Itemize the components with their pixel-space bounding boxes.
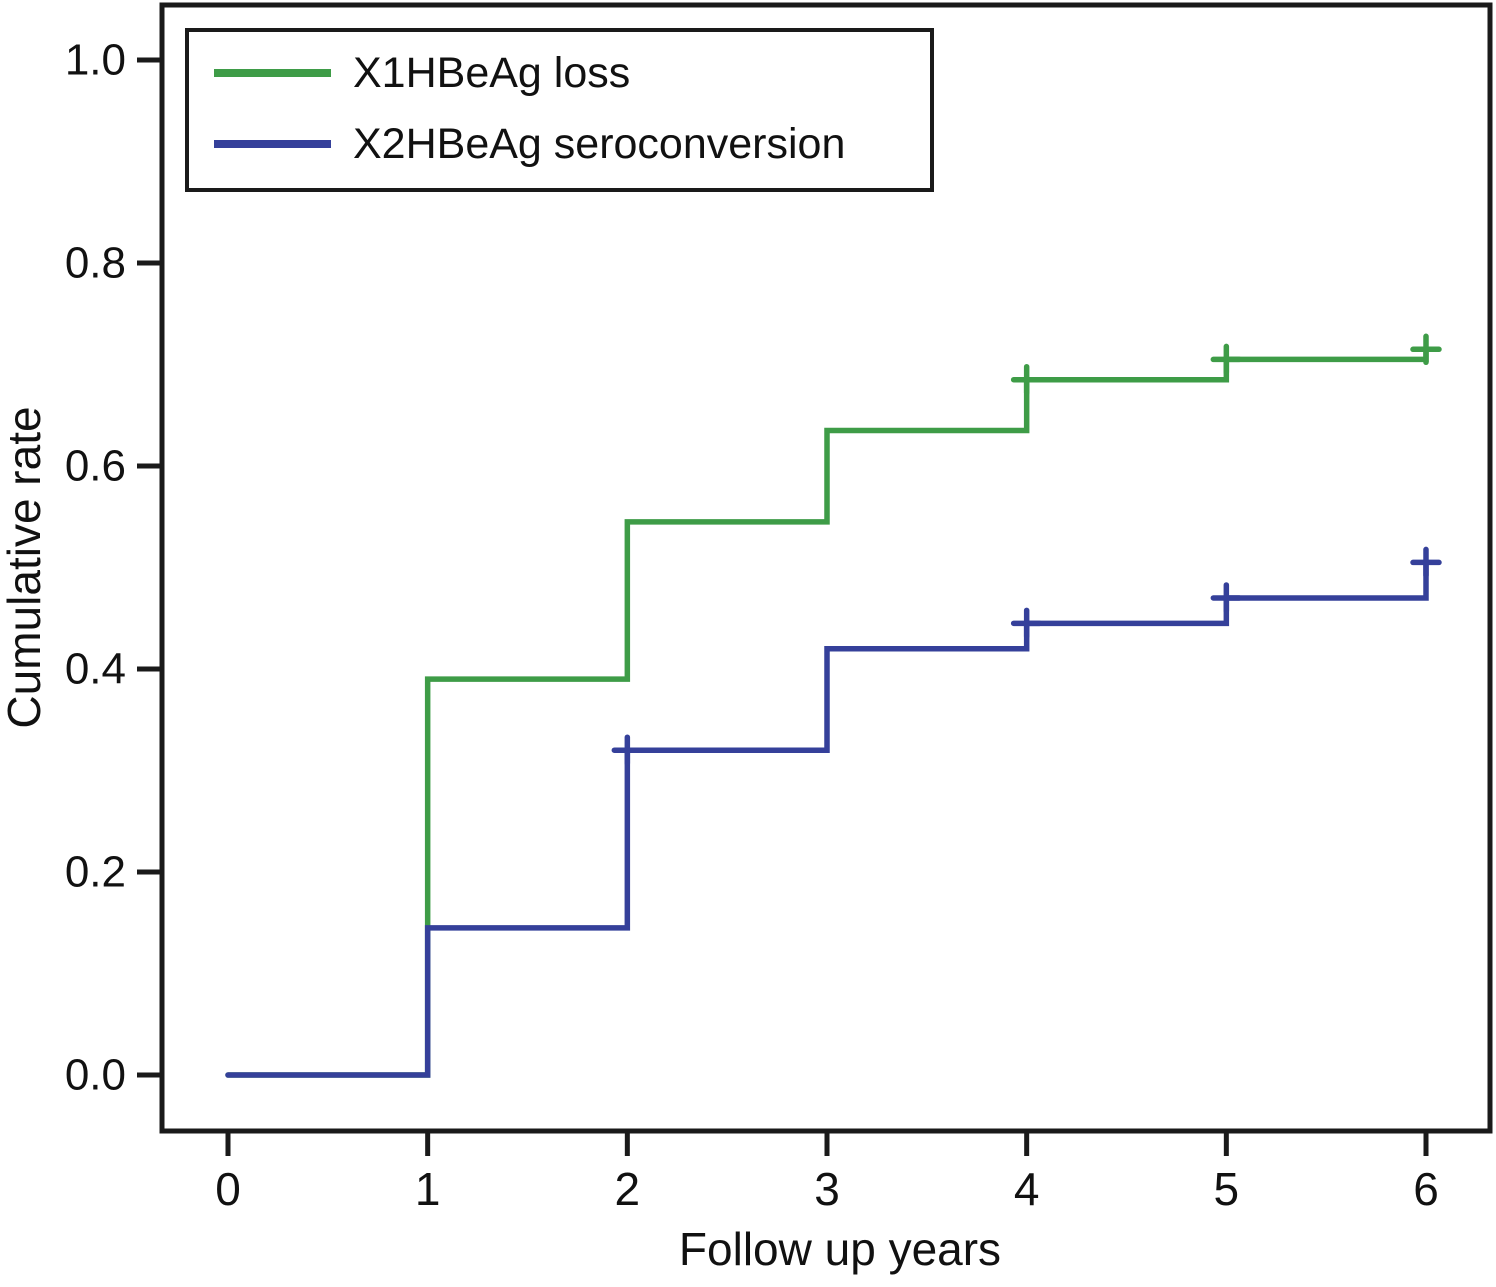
y-tick-label-0.8: 0.8	[65, 239, 126, 288]
x-tick-label-5: 5	[1214, 1163, 1240, 1215]
y-tick-label-0.4: 0.4	[65, 645, 126, 694]
y-tick-label-1.0: 1.0	[65, 36, 126, 85]
x-axis-title: Follow up years	[679, 1223, 1001, 1275]
legend-box	[185, 28, 934, 192]
x-tick-label-4: 4	[1014, 1163, 1040, 1215]
x-tick-label-0: 0	[215, 1163, 241, 1215]
legend-label-1: X2HBeAg seroconversion	[353, 120, 845, 168]
y-axis-title: Cumulative rate	[0, 406, 50, 728]
x-tick-label-2: 2	[615, 1163, 641, 1215]
x-tick-label-1: 1	[415, 1163, 441, 1215]
y-tick-label-0.0: 0.0	[65, 1051, 126, 1100]
y-tick-label-0.6: 0.6	[65, 442, 126, 491]
y-tick-label-0.2: 0.2	[65, 848, 126, 897]
series-curve-1	[225, 559, 1429, 1078]
x-tick-label-6: 6	[1413, 1163, 1439, 1215]
legend-label-0: X1HBeAg loss	[353, 49, 630, 97]
x-tick-label-3: 3	[814, 1163, 840, 1215]
